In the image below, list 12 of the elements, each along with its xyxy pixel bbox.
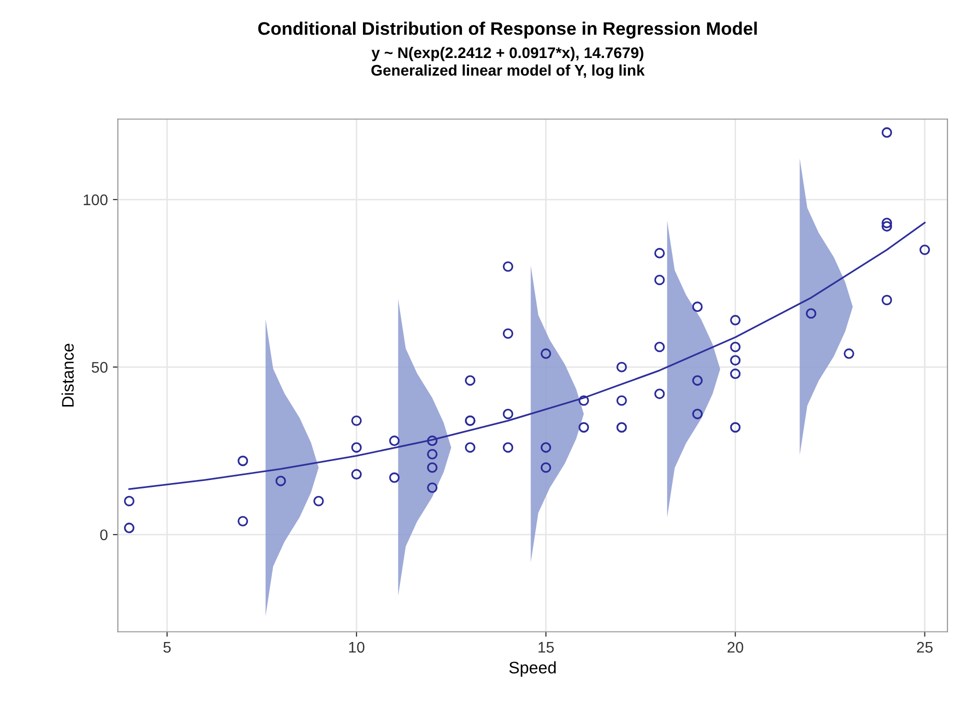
chart-title: Conditional Distribution of Response in Regression Model	[258, 22, 757, 39]
y-tick-label: 0	[100, 529, 108, 540]
y-axis-title: Distance	[62, 344, 74, 406]
x-tick-label: 25	[917, 642, 933, 653]
chart-subtitle: y ~ N(exp(2.2412 + 0.0917*x), 14.7679) Generalized linear model of Y, log link	[371, 46, 645, 79]
x-tick-label: 15	[538, 642, 554, 653]
x-axis-title: Speed	[509, 661, 556, 677]
x-tick-label: 10	[349, 642, 364, 653]
x-tick-label: 20	[728, 642, 744, 653]
x-tick-label: 5	[163, 642, 171, 653]
y-tick-label: 50	[92, 362, 108, 373]
y-tick-label: 100	[84, 194, 108, 206]
